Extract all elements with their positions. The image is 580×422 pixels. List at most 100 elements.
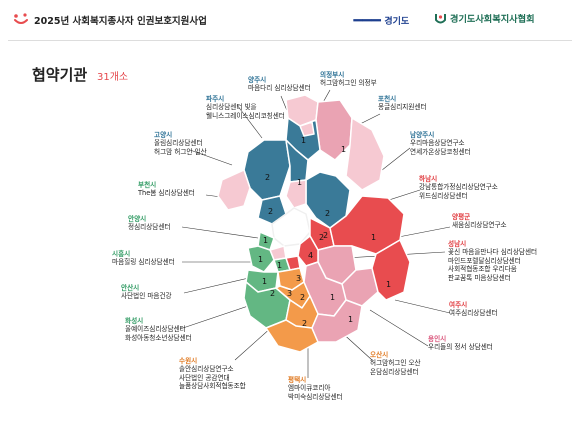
- org-yeoju-0: 여주심리상담센터: [449, 309, 498, 318]
- org-yongin-0: 우리들의 정서 상담센터: [428, 343, 493, 352]
- label-goyang: 고양시 올림심리상담센터 허그맘 허그인 일산: [154, 131, 207, 156]
- count-osan: 2: [300, 293, 305, 302]
- label-namyangju: 남양주시 우리마음상담연구소 연세가온상담코칭센터: [410, 131, 471, 156]
- org-seongnam-0: 꽃신 마음을만나다 심리상담센터: [448, 248, 538, 257]
- region-counts: 1 1 2 1 2 2 1 2 1 1 1 4 1 1 2 1 3 2 2 2 …: [258, 136, 391, 328]
- gyeonggi-mark-icon: ᆖᆖᆖ: [353, 14, 381, 27]
- org-osan-1: 온담심리상담센터: [370, 367, 419, 376]
- org-osan-0: 허그맘허그인 오산: [370, 359, 421, 368]
- org-pocheon-0: 몽글심리지원센터: [378, 103, 427, 112]
- count-seongnam: 4: [308, 251, 313, 260]
- header: 2025년 사회복지종사자 인권보호지원사업 ᆖᆖᆖ 경기도 경기도사회복지사협…: [0, 0, 580, 42]
- org-ansan-0: 사단법인 마음건강: [121, 292, 172, 301]
- city-suwon: 수원시: [179, 357, 198, 365]
- org-bucheon-0: The봄 심리상담센터: [138, 189, 195, 198]
- city-hwaseong: 화성시: [125, 317, 144, 325]
- count-uiwang: 3: [287, 289, 292, 298]
- org-pyeongtaek-1: 박미숙심리상담센터: [288, 392, 343, 401]
- page-title: 협약기관: [32, 66, 88, 84]
- city-osan: 오산시: [370, 351, 389, 359]
- city-pyeongtaek: 평택시: [288, 376, 307, 384]
- label-ansan: 안산시 사단법인 마음건강: [121, 284, 172, 301]
- label-hanam: 하남시 강남통합가정심리상담연구소 위드심리상담센터: [419, 175, 498, 200]
- count-yongin: 1: [330, 293, 335, 302]
- org-suwon-1: 사단법인 공감연대: [179, 373, 230, 382]
- header-divider: [8, 40, 572, 41]
- org-anyang-0: 정심리상담센터: [128, 223, 171, 232]
- gyeonggi-logo-text: 경기도: [384, 16, 410, 27]
- smile-logo-icon: [14, 13, 28, 24]
- label-yongin: 용인시 우리들의 정서 상담센터: [428, 335, 493, 352]
- count-yangju: 1: [301, 136, 306, 145]
- label-hwaseong: 화성시 울예이즈심리상담센터 화성아동청소년상담센터: [125, 317, 192, 342]
- city-anyang: 안양시: [128, 215, 147, 223]
- city-uijeongbu: 의정부시: [320, 71, 345, 79]
- org-hwaseong-0: 울예이즈심리상담센터: [125, 325, 186, 334]
- city-yangpyeong: 양평군: [452, 213, 471, 221]
- label-yangpyeong: 양평군 새움심리상담연구소: [452, 213, 507, 230]
- org-namyangju-1: 연세가온상담코칭센터: [410, 147, 471, 156]
- org-hanam-0: 강남통합가정심리상담연구소: [419, 183, 498, 192]
- count-anseong: 1: [348, 315, 353, 324]
- org-suwon-2: 늘품상담사회적협동조합: [179, 382, 246, 391]
- city-siheung: 시흥시: [112, 250, 131, 258]
- region-pocheon: [315, 99, 353, 161]
- count-pyeongtaek: 2: [302, 319, 307, 328]
- label-yangju: 양주시 마음다리 심리상담센터: [248, 76, 311, 93]
- org-pyeongtaek-0: 엠마이큐코리아: [288, 384, 331, 393]
- count-suwon: 3: [296, 274, 301, 283]
- org-namyangju-0: 우리마음상담연구소: [410, 139, 465, 148]
- city-seongnam: 성남시: [448, 240, 467, 248]
- label-seongnam: 성남시 꽃신 마음을만나다 심리상담센터 마인드포렐달심리상담센터 사회적협동조…: [448, 240, 537, 282]
- region-gapyeong: [345, 117, 385, 191]
- count-hwaseong: 2: [270, 289, 275, 298]
- region-siheung: [247, 245, 275, 273]
- label-yeoju: 여주시 여주심리상담센터: [449, 301, 498, 318]
- org-seongnam-2: 사회적협동조합 우리다움: [448, 265, 517, 274]
- count-gwacheon: 2: [323, 231, 328, 240]
- org-seongnam-1: 마인드포렐달심리상담센터: [448, 256, 521, 265]
- count-ansan: 1: [262, 277, 267, 286]
- org-paju-0: 심리상담센터 빛을: [206, 103, 257, 112]
- city-bucheon: 부천시: [138, 181, 157, 189]
- org-siheung-0: 마음힐링 심리상담센터: [112, 258, 175, 267]
- city-pocheon: 포천시: [378, 95, 397, 103]
- count-uijeongbu: 1: [297, 178, 302, 187]
- count-pocheon: 1: [341, 145, 346, 154]
- region-paju: [243, 139, 291, 201]
- count-yeoju: 1: [386, 280, 391, 289]
- count-paju: 2: [265, 173, 270, 182]
- city-goyang: 고양시: [154, 131, 173, 139]
- city-paju: 파주시: [206, 95, 225, 103]
- org-count: 31개소: [97, 72, 129, 83]
- org-uijeongbu-0: 허그맘허그인 의정부: [320, 79, 377, 88]
- label-paju: 파주시 심리상담센터 빛을 웰니스그레이스심리코칭센터: [206, 95, 285, 120]
- region-guri: [285, 179, 307, 209]
- label-pyeongtaek: 평택시 엠마이큐코리아 박미숙심리상담센터: [288, 376, 343, 401]
- region-dongducheon: [299, 121, 315, 137]
- city-hanam: 하남시: [419, 175, 438, 183]
- count-anyang: 1: [277, 261, 282, 270]
- count-goyang: 2: [268, 207, 273, 216]
- label-uijeongbu: 의정부시 허그맘허그인 의정부: [320, 71, 377, 88]
- association-logo: 경기도사회복지사협회: [434, 11, 535, 25]
- org-seongnam-3: 판교꿈톡 미음상담센터: [448, 273, 511, 282]
- city-namyangju: 남양주시: [410, 131, 435, 139]
- region-gimpo: [217, 169, 251, 211]
- count-siheung: 1: [258, 255, 263, 264]
- label-bucheon: 부천시 The봄 심리상담센터: [138, 181, 195, 198]
- header-title: 2025년 사회복지종사자 인권보호지원사업: [34, 16, 207, 27]
- org-yangju-0: 마음다리 심리상담센터: [248, 84, 311, 93]
- label-osan: 오산시 허그맘허그인 오산 온담심리상담센터: [370, 351, 421, 376]
- gyeonggi-logo: ᆖᆖᆖ 경기도: [353, 12, 409, 28]
- label-siheung: 시흥시 마음힐링 심리상담센터: [112, 250, 175, 267]
- count-bucheon: 1: [263, 236, 268, 245]
- region-anseong: [311, 299, 363, 343]
- city-ansan: 안산시: [121, 284, 140, 292]
- org-hanam-1: 위드심리상담센터: [419, 191, 468, 200]
- org-goyang-0: 올림심리상담센터: [154, 139, 203, 148]
- org-paju-1: 웰니스그레이스심리코칭센터: [206, 111, 285, 120]
- label-pocheon: 포천시 몽글심리지원센터: [378, 95, 427, 112]
- association-logo-text: 경기도사회복지사협회: [450, 14, 535, 25]
